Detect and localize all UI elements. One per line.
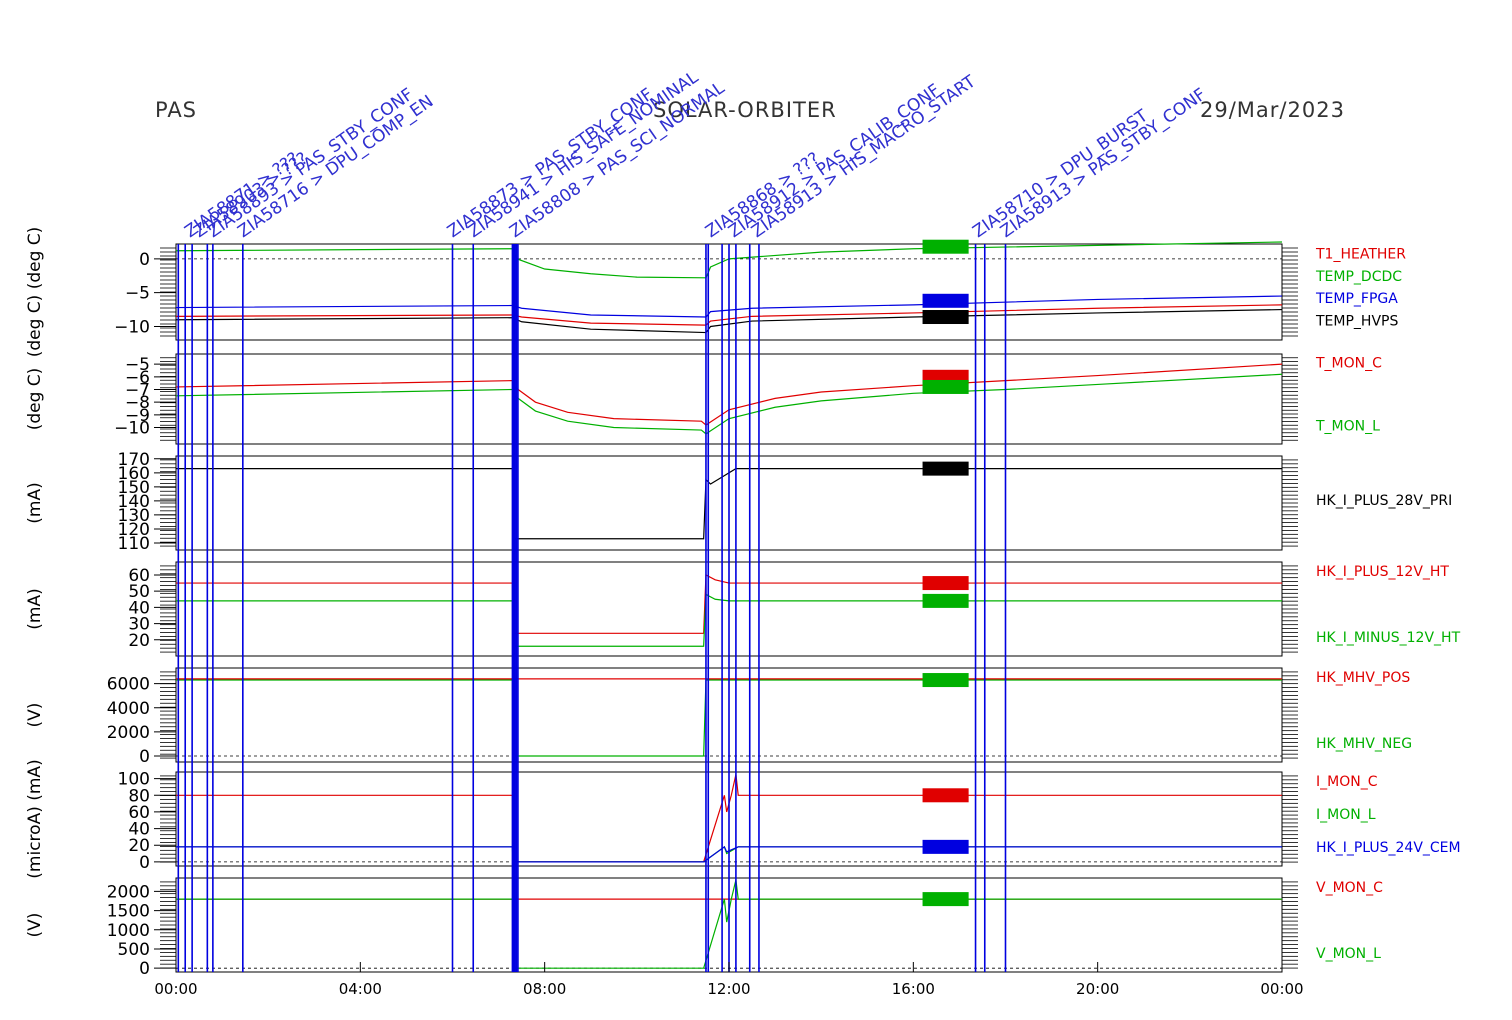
series-legend-bar (922, 576, 969, 591)
y-tick-label: 0 (139, 250, 150, 270)
series-legend-bar (922, 239, 969, 254)
series-name: V_MON_L (1316, 946, 1381, 962)
y-tick-label: 30 (128, 615, 150, 635)
series-name: T1_HEATHER (1315, 246, 1406, 262)
y-axis-label: (V) (25, 703, 45, 728)
y-tick-label: −5 (125, 355, 150, 375)
y-tick-label: 0 (139, 853, 150, 873)
y-tick-label: 6000 (107, 675, 150, 695)
y-tick-label: 40 (128, 598, 150, 618)
series-legend-bar (922, 788, 969, 803)
y-tick-label: −5 (125, 284, 150, 304)
y-tick-label: 60 (128, 566, 150, 586)
y-tick-label: −6 (125, 368, 150, 388)
y-tick-label: 60 (128, 803, 150, 823)
series-legend-bar (922, 673, 969, 688)
y-tick-label: 2000 (107, 723, 150, 743)
series-legend-bar (922, 593, 969, 608)
x-tick-label: 00:00 (154, 980, 197, 998)
y-tick-label: 0 (139, 959, 150, 979)
instrument-label: PAS (155, 98, 198, 122)
command-annotation: ZIA58893 > PAS_STBY_CONF (204, 85, 417, 243)
series-name: TEMP_HVPS (1315, 314, 1398, 330)
command-annotation: ZIA58941 > HIS_SAFE_NOMINAL (465, 67, 703, 242)
mission-label: SOLAR-ORBITER (653, 98, 837, 122)
y-axis-label: (V) (25, 913, 45, 938)
series-name: T_MON_L (1315, 419, 1380, 435)
series-name: HK_I_PLUS_28V_PRI (1316, 493, 1452, 509)
series-name: HK_I_PLUS_12V_HT (1316, 564, 1449, 580)
y-tick-label: 130 (118, 506, 150, 526)
x-tick-label: 04:00 (339, 980, 382, 998)
series-legend-bar (922, 310, 969, 325)
command-annotation: ZIA58710 > DPU_BURST (969, 106, 1152, 242)
series-name: HK_MHV_NEG (1316, 736, 1412, 752)
y-tick-label: 4000 (107, 699, 150, 719)
series-name: HK_MHV_POS (1316, 670, 1410, 686)
series-name: I_MON_L (1316, 807, 1376, 823)
y-tick-label: 1500 (107, 902, 150, 922)
series-legend-bar (922, 379, 969, 394)
panel-1: −5−6−7−8−9−10 (deg C) T_MON_C T_MON_L (25, 353, 1382, 445)
series-legend-bar (922, 892, 969, 907)
y-tick-label: 170 (118, 450, 150, 470)
y-tick-label: 1000 (107, 921, 150, 941)
y-tick-label: −10 (114, 317, 150, 337)
y-tick-label: 110 (118, 534, 150, 554)
series-line (176, 679, 1282, 757)
series-legend-bar (922, 461, 969, 476)
y-tick-label: 40 (128, 820, 150, 840)
series-name: T_MON_C (1315, 356, 1382, 372)
y-axis-label: (deg C) (deg C) (25, 227, 45, 358)
series-legend-bar (922, 293, 969, 308)
panel-4: 6000 4000 2000 0 (V) HK_MHV_POS HK_MHV_NEG (25, 667, 1412, 767)
y-tick-label: 20 (128, 631, 150, 651)
y-tick-label: 0 (139, 747, 150, 767)
series-name: HK_I_MINUS_12V_HT (1316, 630, 1461, 646)
y-tick-label: 120 (118, 520, 150, 540)
date-label: 29/Mar/2023 (1200, 98, 1345, 122)
y-tick-label: 2000 (107, 882, 150, 902)
y-tick-label: −8 (125, 393, 150, 413)
series-name: I_MON_C (1316, 774, 1378, 790)
panel-0: 0 −5 −10 (deg C) (deg C) T1_HEATHER TEMP_DCDC… (25, 227, 1406, 358)
y-tick-label: 500 (118, 940, 150, 960)
y-tick-label: 150 (118, 478, 150, 498)
y-tick-label: −9 (125, 406, 150, 426)
series-name: V_MON_C (1316, 880, 1383, 896)
x-tick-label: 16:00 (892, 980, 935, 998)
series-name: HK_I_PLUS_24V_CEM (1316, 840, 1461, 856)
series-legend-bar (922, 839, 969, 854)
command-annotation: ZIA58913 > PAS_STBY_CONF (997, 85, 1210, 243)
y-axis-label: (microA) (mA) (25, 759, 45, 878)
series-name: TEMP_DCDC (1315, 269, 1402, 285)
y-tick-label: 20 (128, 836, 150, 856)
y-tick-label: −10 (114, 419, 150, 439)
y-axis-label: (deg C) (25, 368, 45, 431)
y-tick-label: 100 (118, 770, 150, 790)
command-annotation: ZIA58913 > HIS_MACRO_START (748, 71, 980, 242)
y-axis-label: (mA) (25, 482, 45, 523)
y-tick-label: 140 (118, 492, 150, 512)
series-name: TEMP_FPGA (1315, 291, 1398, 307)
x-tick-label: 00:00 (1260, 980, 1303, 998)
y-tick-label: 80 (128, 786, 150, 806)
y-tick-label: 160 (118, 464, 150, 484)
x-tick-label: 08:00 (523, 980, 566, 998)
y-tick-label: −7 (125, 380, 150, 400)
y-tick-label: 50 (128, 582, 150, 602)
y-axis-label: (mA) (25, 588, 45, 629)
x-tick-label: 20:00 (1076, 980, 1119, 998)
x-tick-label: 12:00 (707, 980, 750, 998)
